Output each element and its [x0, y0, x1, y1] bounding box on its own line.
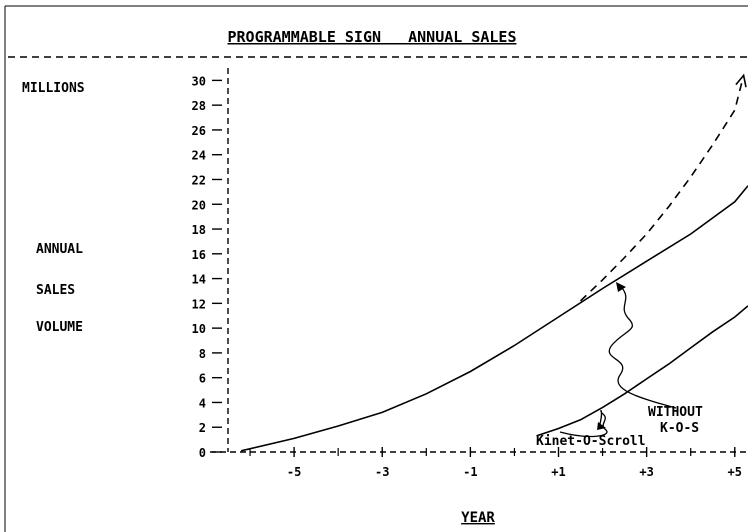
ylabel-line: ANNUAL: [36, 242, 83, 257]
y-tick-label: 20: [192, 198, 206, 212]
annotation-without-kos-line2: K-O-S: [660, 421, 699, 436]
y-tick-label: 16: [192, 248, 206, 262]
x-tick-label: -1: [463, 465, 477, 479]
x-tick-label: +5: [728, 465, 742, 479]
annotation-kinet-o-scroll: Kinet-O-Scroll: [536, 434, 646, 449]
y-tick-label: 28: [192, 99, 206, 113]
y-tick-label: 2: [199, 421, 206, 435]
y-tick-label: 22: [192, 173, 206, 187]
y-tick-label: 8: [199, 347, 206, 361]
x-tick-label: +3: [639, 465, 653, 479]
y-tick-label: 30: [192, 74, 206, 88]
x-tick-label: -5: [287, 465, 301, 479]
y-tick-label: 4: [199, 396, 206, 410]
y-tick-label: 18: [192, 223, 206, 237]
x-tick-label: +1: [551, 465, 565, 479]
series-line-3: [536, 305, 748, 437]
arrowhead-without-kos: [616, 282, 626, 292]
chart-title: PROGRAMMABLE SIGN ANNUAL SALES: [228, 28, 517, 46]
x-axis-label: YEAR: [461, 510, 495, 526]
series-line-2: [579, 75, 745, 302]
y-unit-label: MILLIONS: [22, 81, 85, 96]
y-tick-label: 26: [192, 124, 206, 138]
leader-kinet-o-scroll: [559, 410, 608, 438]
arrowhead-kinet-o-scroll: [597, 422, 606, 430]
ylabel-line: SALES: [36, 283, 75, 298]
series-line-1: [241, 185, 748, 452]
x-ticks: -5 -3 -1 +1 +3 +5: [249, 447, 742, 479]
ylabel-line: VOLUME: [36, 320, 83, 335]
y-tick-label: 12: [192, 297, 206, 311]
series-layer: [241, 73, 748, 452]
y-tick-label: 6: [199, 372, 206, 386]
x-tick-label: -3: [375, 465, 389, 479]
y-tick-label: 10: [192, 322, 206, 336]
annotation-without-kos-line1: WITHOUT: [648, 405, 703, 420]
leader-without-kos: [608, 287, 677, 409]
y-tick-label: 24: [192, 149, 206, 163]
y-tick-label: 14: [192, 273, 206, 287]
dashed-series-arrowhead: [735, 73, 747, 88]
y-tick-label: 0: [199, 446, 206, 460]
